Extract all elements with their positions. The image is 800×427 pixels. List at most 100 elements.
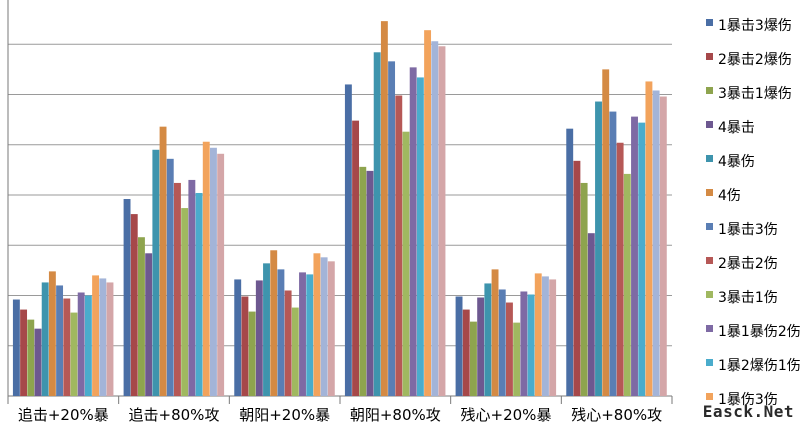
bar <box>70 312 78 396</box>
bar <box>217 153 225 396</box>
bar <box>306 274 314 396</box>
bar <box>27 319 35 396</box>
bar <box>580 182 588 396</box>
bar <box>138 237 145 396</box>
category-label: 朝阳+80%攻 <box>350 406 441 424</box>
bar <box>462 309 470 396</box>
bar <box>659 96 667 396</box>
bar <box>166 158 174 396</box>
legend-swatch <box>706 359 713 366</box>
watermark: Easck.Net <box>702 402 794 421</box>
bar <box>106 282 114 396</box>
bar <box>455 296 463 396</box>
bar <box>195 192 203 396</box>
bar <box>63 298 71 396</box>
legend-label: 1暴击3伤 <box>718 222 778 238</box>
bar <box>234 279 242 396</box>
bar <box>491 269 499 396</box>
bar <box>645 81 653 396</box>
axes <box>7 0 673 404</box>
legend-swatch <box>706 19 713 26</box>
bar <box>181 208 189 396</box>
bar <box>431 41 439 397</box>
bar <box>409 67 417 397</box>
legend-swatch <box>706 189 713 196</box>
bar <box>48 271 56 396</box>
bar <box>284 290 292 396</box>
legend-label: 2暴击2伤 <box>718 256 778 272</box>
bar <box>84 295 92 396</box>
bar <box>477 297 485 396</box>
legend-swatch <box>706 155 713 162</box>
bar <box>631 116 638 397</box>
bar <box>380 21 388 396</box>
category-label: 朝阳+20%暴 <box>239 406 330 424</box>
bar <box>92 275 100 396</box>
bar <box>313 253 321 396</box>
bar <box>202 141 210 396</box>
bar <box>587 233 595 396</box>
bar <box>320 257 328 396</box>
bar <box>542 276 549 396</box>
legend-label: 1暴2爆伤1伤 <box>718 358 800 374</box>
bar <box>616 142 624 396</box>
category-label: 残心+20%暴 <box>461 406 552 424</box>
bar <box>255 280 263 396</box>
category-labels: 追击+20%暴 追击+80%攻 朝阳+20%暴 朝阳+80%攻 残心+20%暴 残心+80… <box>18 406 662 424</box>
legend-swatch <box>706 87 713 94</box>
legend-label: 3暴击1爆伤 <box>718 86 792 102</box>
bar <box>123 199 131 396</box>
bar <box>20 309 28 396</box>
bar <box>352 120 360 396</box>
legend-label: 4暴伤 <box>718 154 755 170</box>
gridlines <box>8 43 672 347</box>
bar <box>506 302 513 396</box>
bar <box>395 95 403 396</box>
bar <box>159 126 167 396</box>
legend-swatch <box>706 393 713 400</box>
bar <box>344 84 352 396</box>
category-label: 残心+80%攻 <box>571 406 662 424</box>
bar <box>263 263 270 396</box>
bar <box>130 214 138 396</box>
bar <box>56 285 64 396</box>
bar <box>270 250 278 396</box>
legend: 1暴击3爆伤 2暴击2爆伤 3暴击1爆伤 4暴击 4暴伤 4伤 1暴击3伤 2暴击2伤 3暴击1… <box>706 18 800 408</box>
bar <box>609 111 617 396</box>
bar <box>359 166 367 396</box>
bar <box>188 179 196 396</box>
bar <box>566 128 574 397</box>
legend-swatch <box>706 291 713 298</box>
bar <box>210 147 217 396</box>
bar <box>299 272 306 396</box>
bar <box>652 90 660 396</box>
category-label: 追击+80%攻 <box>129 406 220 424</box>
bar <box>402 131 410 396</box>
bar <box>99 278 107 396</box>
bar <box>241 296 249 396</box>
legend-swatch <box>706 325 713 332</box>
bar <box>638 122 646 396</box>
legend-swatch <box>706 121 713 128</box>
legend-label: 1暴1暴伤2伤 <box>718 324 800 340</box>
bar <box>373 52 381 396</box>
bar <box>366 170 374 396</box>
bar <box>388 61 396 397</box>
legend-label: 4暴击 <box>718 120 755 136</box>
bar <box>549 279 557 396</box>
bar <box>520 291 528 396</box>
legend-label: 1暴伤3伤 <box>718 392 778 408</box>
bar <box>513 322 521 396</box>
bar <box>327 261 335 396</box>
bars <box>12 21 667 397</box>
bar <box>623 173 631 396</box>
bar <box>595 101 602 396</box>
bar <box>34 328 42 396</box>
bar <box>484 283 492 396</box>
bar <box>291 307 299 396</box>
bar <box>77 292 85 396</box>
bar <box>438 46 446 396</box>
bar <box>534 273 542 396</box>
bar <box>470 321 477 396</box>
